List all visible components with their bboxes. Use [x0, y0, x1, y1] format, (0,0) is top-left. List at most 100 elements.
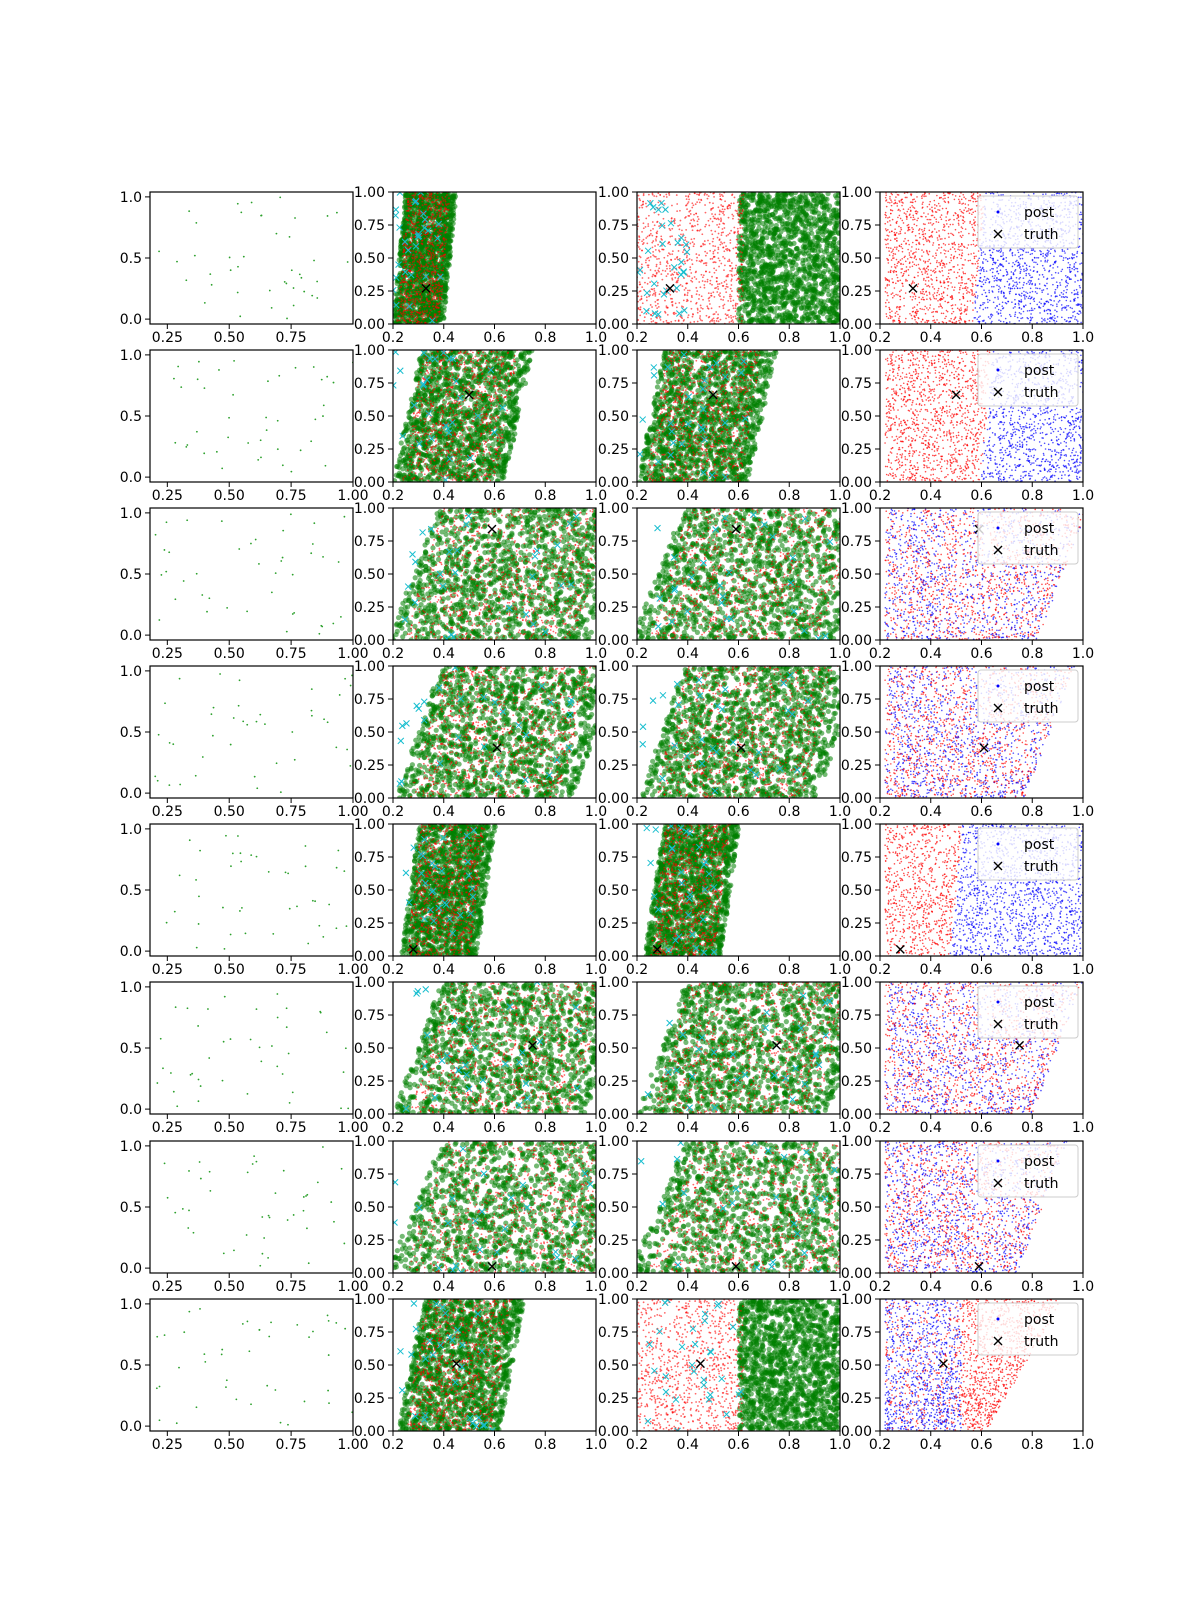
red-point [405, 235, 407, 237]
red-point [666, 261, 668, 263]
green-point [786, 234, 791, 239]
red-point [413, 315, 415, 317]
red-point [666, 265, 668, 267]
red-point [696, 290, 698, 292]
red-point [399, 309, 401, 311]
sample-point [240, 211, 242, 213]
red-point [419, 309, 421, 311]
sample-point [261, 215, 263, 217]
red-point [439, 290, 441, 292]
green-point [804, 295, 809, 300]
red-point [739, 227, 741, 229]
red-point [404, 259, 406, 261]
red-point [712, 238, 714, 240]
red-point [692, 241, 694, 243]
red-point [400, 293, 402, 295]
red-point [693, 214, 695, 216]
red-point [698, 199, 700, 201]
red-point [420, 217, 422, 219]
red-point [419, 251, 421, 253]
red-point [644, 272, 646, 274]
red-point [682, 251, 684, 253]
posterior-point-blue [993, 286, 995, 288]
green-point [751, 261, 756, 266]
red-point [432, 223, 434, 225]
red-point [412, 211, 414, 213]
red-point [706, 252, 708, 254]
posterior-point-red [926, 295, 928, 297]
red-point [404, 292, 406, 294]
red-point [445, 243, 447, 245]
red-point [672, 301, 674, 303]
posterior-point-blue [987, 260, 989, 262]
red-point [411, 226, 413, 228]
sample-point [239, 315, 241, 317]
red-point [697, 312, 699, 314]
red-point [713, 267, 715, 269]
red-point [638, 261, 640, 263]
red-point [414, 310, 416, 312]
red-point [440, 208, 442, 210]
green-point [778, 306, 783, 311]
red-point [432, 261, 434, 263]
posterior-point-red [959, 249, 961, 251]
red-point [435, 216, 437, 218]
red-point [694, 192, 696, 194]
red-point [717, 247, 719, 249]
red-point [426, 309, 428, 311]
red-point [411, 311, 413, 313]
posterior-point-red [919, 302, 921, 304]
red-point [705, 212, 707, 214]
red-point [716, 291, 718, 293]
green-point [745, 239, 750, 244]
red-point [408, 285, 410, 287]
red-point [428, 225, 430, 227]
posterior-point-red [893, 253, 895, 255]
red-point [436, 208, 438, 210]
green-point [446, 231, 451, 236]
red-point [425, 259, 427, 261]
red-point [399, 288, 401, 290]
red-point [734, 315, 736, 317]
red-point [693, 245, 695, 247]
red-point [402, 307, 404, 309]
red-point [435, 298, 437, 300]
red-point [729, 294, 731, 296]
red-point [413, 260, 415, 262]
red-point [722, 228, 724, 230]
red-point [433, 204, 435, 206]
red-point [722, 212, 724, 214]
red-point [643, 194, 645, 196]
sample-point [336, 212, 338, 214]
posterior-point-red [922, 202, 924, 204]
green-point [741, 266, 746, 271]
red-point [724, 281, 726, 283]
red-point [728, 316, 730, 318]
red-point [689, 243, 691, 245]
red-point [440, 207, 442, 209]
posterior-point-blue [1057, 316, 1059, 318]
red-point [663, 321, 665, 323]
red-point [687, 259, 689, 261]
green-point [743, 229, 748, 234]
x-tick-label: 0.6 [727, 330, 749, 346]
posterior-point-blue [1077, 291, 1079, 293]
red-point [412, 268, 414, 270]
red-point [638, 246, 640, 248]
red-point [428, 276, 430, 278]
red-point [719, 193, 721, 195]
red-point [436, 306, 438, 308]
red-point [655, 240, 657, 242]
red-point [652, 246, 654, 248]
red-point [446, 226, 448, 228]
red-point [429, 296, 431, 298]
red-point [419, 195, 421, 197]
red-point [406, 318, 408, 320]
red-point [427, 265, 429, 267]
green-point [795, 201, 800, 206]
red-point [675, 320, 677, 322]
red-point [657, 270, 659, 272]
red-point [735, 265, 737, 267]
red-point [653, 212, 655, 214]
posterior-point-red [954, 248, 956, 250]
